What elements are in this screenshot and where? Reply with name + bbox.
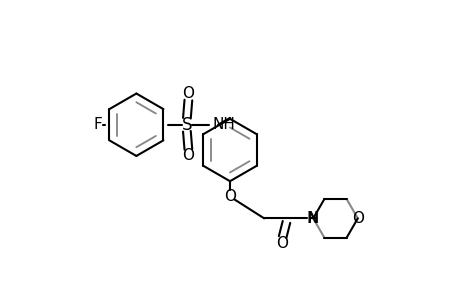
Text: O: O — [224, 189, 235, 204]
Text: N: N — [305, 211, 317, 226]
Text: O: O — [182, 86, 194, 101]
Text: S: S — [181, 116, 192, 134]
Text: O: O — [275, 236, 287, 251]
Text: N: N — [307, 211, 318, 226]
Text: F: F — [93, 117, 102, 132]
Text: O: O — [182, 148, 194, 164]
Text: O: O — [351, 211, 363, 226]
Text: NH: NH — [212, 117, 235, 132]
